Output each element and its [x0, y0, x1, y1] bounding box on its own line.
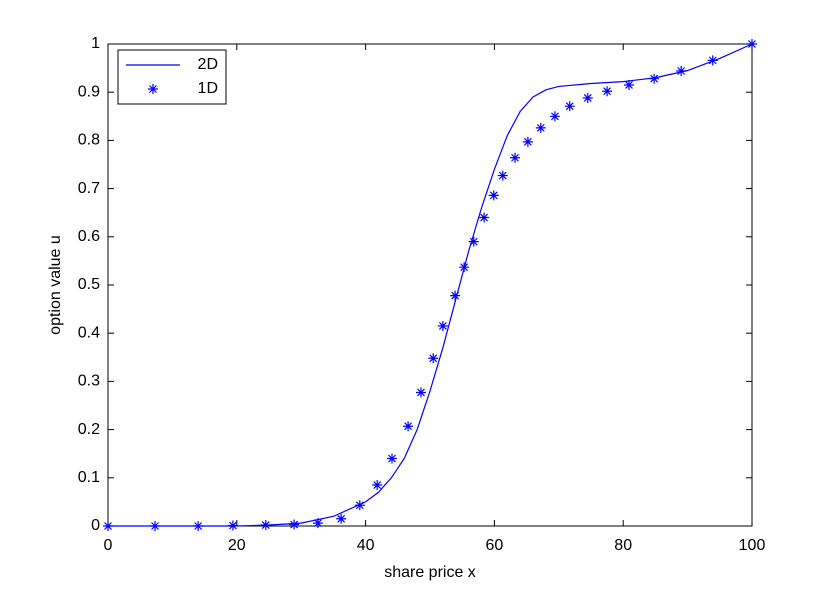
star-marker: [468, 236, 479, 247]
star-marker: [312, 518, 323, 529]
star-marker: [707, 55, 718, 66]
y-tick-label: 0.6: [78, 228, 100, 245]
y-tick-label: 0.9: [78, 83, 100, 100]
star-marker: [415, 387, 426, 398]
star-marker: [522, 136, 533, 147]
x-tick-label: 40: [357, 537, 375, 554]
star-marker: [260, 520, 271, 531]
star-marker: [354, 500, 365, 511]
y-tick-label: 0.5: [78, 276, 100, 293]
star-marker: [488, 190, 499, 201]
star-marker: [289, 519, 300, 530]
y-tick-label: 0.8: [78, 132, 100, 149]
x-tick-label: 20: [228, 537, 246, 554]
star-marker: [497, 170, 508, 181]
star-marker: [150, 521, 161, 531]
y-tick-label: 0.1: [78, 469, 100, 486]
star-marker: [549, 111, 560, 122]
y-tick-label: 0.4: [78, 324, 100, 341]
star-marker: [227, 520, 238, 531]
y-tick-label: 0.2: [78, 421, 100, 438]
star-marker: [103, 521, 113, 531]
star-marker: [437, 320, 448, 331]
star-marker: [479, 212, 490, 223]
legend-label: 2D: [198, 56, 218, 73]
y-tick-label: 0: [91, 517, 100, 534]
star-marker: [450, 290, 461, 301]
star-marker: [676, 65, 687, 76]
x-tick-label: 80: [614, 537, 632, 554]
star-marker: [459, 262, 470, 273]
x-tick-label: 60: [486, 537, 504, 554]
star-marker: [193, 521, 204, 531]
star-marker: [336, 513, 347, 524]
y-tick-label: 0.7: [78, 180, 100, 197]
y-tick-label: 1: [91, 35, 100, 52]
star-marker: [403, 421, 414, 432]
star-marker: [535, 122, 546, 133]
legend-swatch: [148, 84, 158, 94]
star-marker: [747, 39, 757, 49]
y-tick-label: 0.3: [78, 373, 100, 390]
star-marker: [623, 79, 634, 90]
star-marker: [428, 353, 439, 364]
star-marker: [510, 152, 521, 163]
star-marker: [649, 73, 660, 84]
x-axis-label: share price x: [384, 564, 476, 581]
star-marker: [372, 480, 383, 491]
y-axis-label: option value u: [47, 235, 64, 335]
legend-box: [117, 49, 227, 105]
star-marker: [564, 101, 575, 112]
x-tick-label: 100: [739, 537, 766, 554]
legend-label: 1D: [198, 80, 218, 97]
series-line: [108, 43, 753, 527]
star-marker: [582, 92, 593, 103]
x-tick-label: 0: [104, 537, 113, 554]
star-marker: [602, 86, 613, 97]
star-marker: [387, 453, 398, 464]
